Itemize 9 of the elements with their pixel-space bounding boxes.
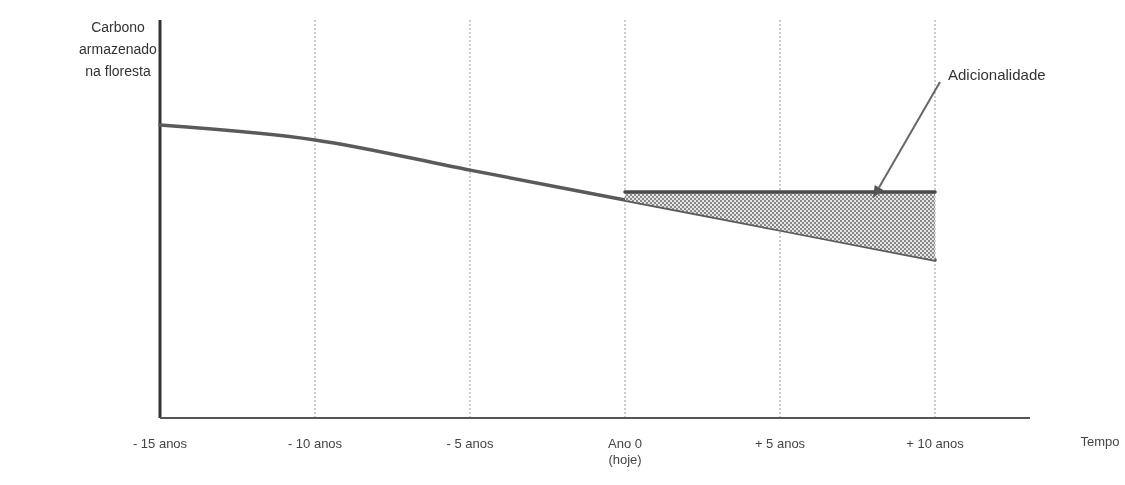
x-tick-label: + 5 anos <box>754 436 806 451</box>
text: Adicionalidade <box>948 66 1046 83</box>
x-tick-label: - 10 anos <box>287 436 343 451</box>
x-axis-title: Tempo <box>1080 434 1120 449</box>
x-tick-label: - 15 anos <box>132 436 188 451</box>
x-tick-label: + 10 anos <box>906 436 965 451</box>
x-tick-label: Ano 0 (hoje) <box>608 436 642 467</box>
y-axis-title: Carbono armazenado na floresta <box>79 19 158 79</box>
x-tick-label: - 5 anos <box>446 436 494 451</box>
